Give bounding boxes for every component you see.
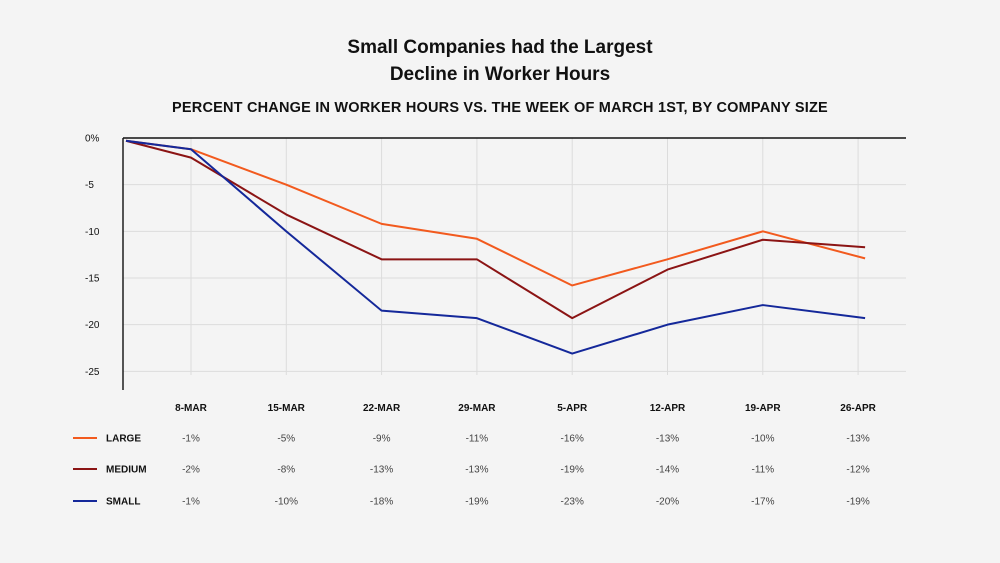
x-tick-label: 22-MAR [363, 403, 401, 414]
data-label: -10% [275, 497, 298, 508]
data-label: -20% [656, 497, 679, 508]
x-tick-label: 8-MAR [175, 403, 207, 414]
chart-subtitle: PERCENT CHANGE IN WORKER HOURS VS. THE W… [172, 100, 828, 116]
series-line-small [125, 139, 866, 355]
legend-label-medium: MEDIUM [106, 465, 147, 476]
x-tick-label: 26-APR [840, 403, 876, 414]
chart-title-line-1: Small Companies had the Largest [347, 37, 653, 58]
x-tick-label: 5-APR [557, 403, 588, 414]
data-label: -13% [465, 465, 488, 476]
data-label: -13% [656, 434, 679, 445]
data-label: -13% [846, 434, 869, 445]
data-label: -19% [465, 497, 488, 508]
data-label: -14% [656, 465, 679, 476]
data-label: -11% [751, 465, 774, 476]
data-label: -12% [846, 465, 869, 476]
data-label: -5% [277, 434, 295, 445]
data-label: -16% [561, 434, 584, 445]
chart-title: Small Companies had the Largest Decline … [0, 34, 1000, 88]
data-label: -19% [561, 465, 584, 476]
data-label: -11% [466, 434, 489, 445]
legend-label-large: LARGE [106, 434, 141, 445]
data-label: -1% [182, 497, 200, 508]
data-label: -10% [751, 434, 774, 445]
data-label: -8% [277, 465, 295, 476]
x-tick-label: 15-MAR [268, 403, 306, 414]
data-label: -18% [370, 497, 393, 508]
y-tick-label: -10 [85, 227, 100, 238]
legend-label-small: SMALL [106, 497, 140, 508]
y-tick-label: -5 [85, 180, 94, 191]
series-line-medium [125, 139, 866, 320]
data-label: -17% [751, 497, 774, 508]
y-tick-label: -15 [85, 274, 100, 285]
data-label: -23% [561, 497, 584, 508]
data-label: -2% [182, 465, 200, 476]
y-tick-label: 0% [85, 134, 100, 145]
y-tick-label: -20 [85, 320, 100, 331]
series-line-large [125, 139, 866, 287]
x-tick-label: 12-APR [650, 403, 686, 414]
data-label: -1% [182, 434, 200, 445]
x-tick-label: 19-APR [745, 403, 781, 414]
data-label: -19% [846, 497, 869, 508]
data-label: -13% [370, 465, 393, 476]
y-tick-label: -25 [85, 367, 100, 378]
chart-title-line-2: Decline in Worker Hours [389, 64, 611, 85]
x-tick-label: 29-MAR [458, 403, 496, 414]
data-label: -9% [373, 434, 391, 445]
